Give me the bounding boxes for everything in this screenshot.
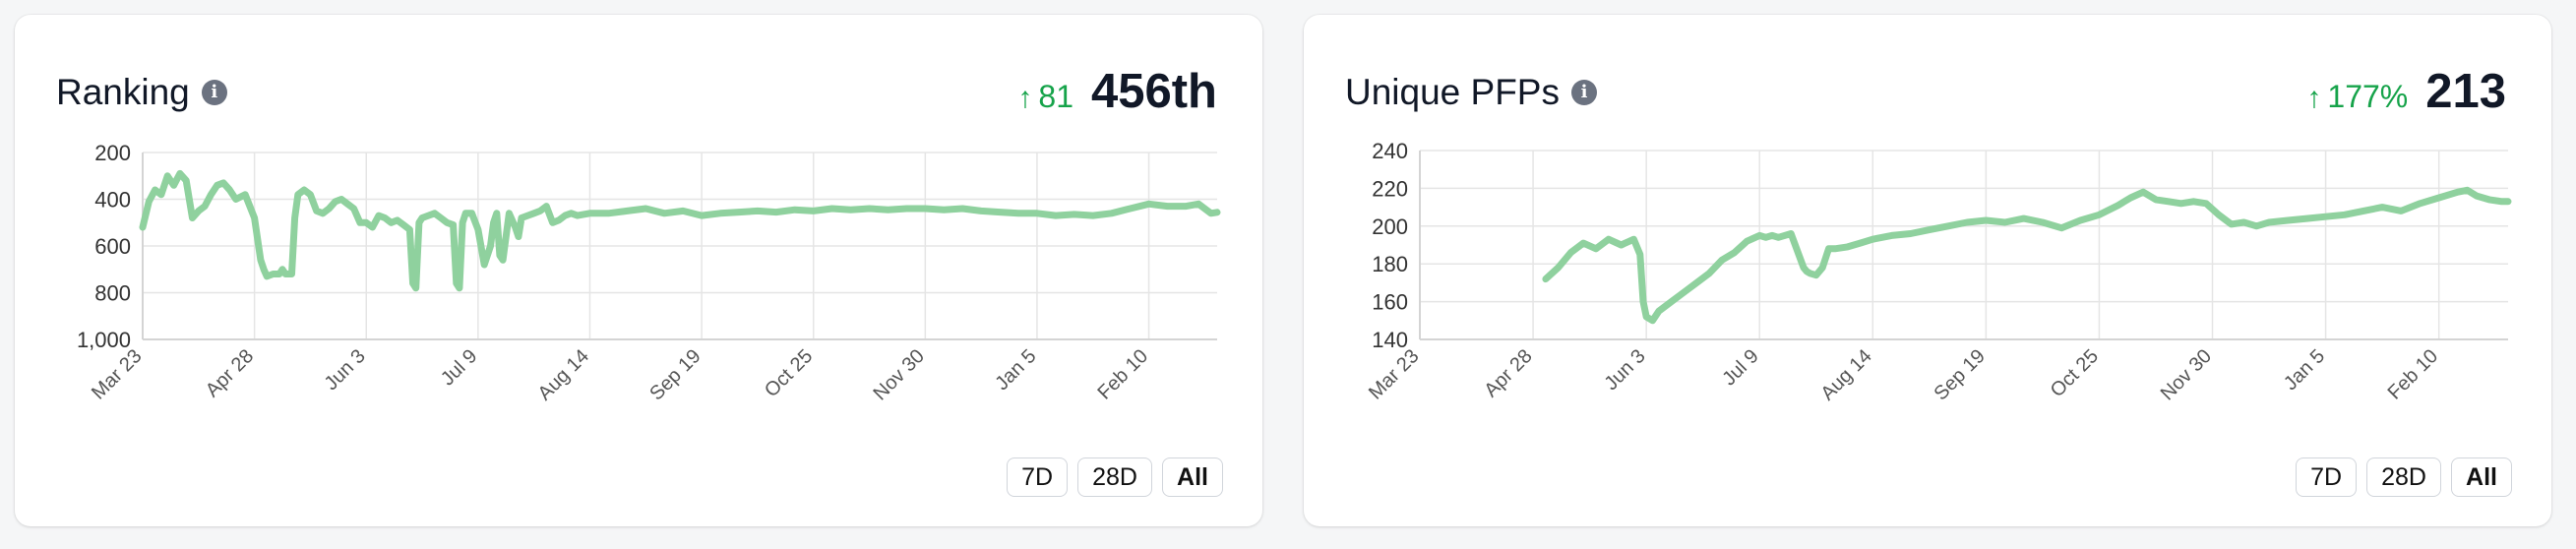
- range-button-group: 7D 28D All: [2296, 458, 2512, 497]
- stat-value: 213: [2425, 65, 2506, 118]
- range-all-button[interactable]: All: [1162, 458, 1223, 497]
- stat-summary: ↑ 177% 213: [2306, 64, 2506, 119]
- x-tick-label: Apr 28: [1480, 345, 1536, 401]
- x-tick-label: Mar 23: [1365, 345, 1424, 404]
- stat-summary: ↑ 81 456th: [1017, 64, 1217, 119]
- unique-pfps-chart: 140 160 180 200 220 240 Mar 23 Apr 28 Jun 3 Jul 9…: [1365, 139, 2512, 404]
- y-tick-label: 200: [94, 141, 131, 165]
- x-tick-label: Feb 10: [1094, 345, 1153, 404]
- y-tick-label: 160: [1372, 290, 1408, 315]
- x-tick-label: Aug 14: [1816, 345, 1875, 404]
- range-button-group: 7D 28D All: [1007, 458, 1223, 497]
- y-tick-label: 180: [1372, 252, 1408, 276]
- series-line: [1542, 186, 2512, 325]
- x-tick-label: Jul 9: [1718, 345, 1762, 390]
- x-tick-label: Jan 5: [2280, 345, 2329, 395]
- change-indicator: ↑ 81: [1017, 79, 1073, 115]
- x-tick-label: Nov 30: [869, 345, 928, 404]
- x-tick-label: Aug 14: [534, 345, 593, 404]
- arrow-up-icon: ↑: [2306, 82, 2322, 114]
- change-value: 81: [1038, 79, 1073, 114]
- x-tick-label: Mar 23: [88, 345, 147, 404]
- info-icon[interactable]: i: [201, 80, 227, 105]
- range-7d-button[interactable]: 7D: [1007, 458, 1069, 497]
- range-28d-button[interactable]: 28D: [2366, 458, 2441, 497]
- y-tick-label: 400: [94, 188, 131, 213]
- x-tick-label: Jun 3: [321, 345, 370, 395]
- y-tick-label: 800: [94, 281, 131, 306]
- range-28d-button[interactable]: 28D: [1077, 458, 1152, 497]
- y-tick-label: 240: [1372, 139, 1408, 163]
- x-tick-label: Oct 25: [2047, 345, 2103, 401]
- arrow-up-icon: ↑: [1017, 82, 1033, 114]
- range-7d-button[interactable]: 7D: [2296, 458, 2358, 497]
- y-tick-label: 200: [1372, 214, 1408, 239]
- x-tick-label: Oct 25: [761, 345, 817, 401]
- series-line: [139, 169, 1221, 292]
- x-tick-label: Jan 5: [991, 345, 1040, 395]
- unique-pfps-card: Unique PFPs i ↑ 177% 213 140 160 180 200 220…: [1304, 15, 2551, 526]
- y-tick-label: 220: [1372, 176, 1408, 201]
- change-value: 177%: [2327, 79, 2409, 114]
- x-tick-label: Sep 19: [1931, 345, 1990, 404]
- change-indicator: ↑ 177%: [2306, 79, 2408, 115]
- card-title-text: Unique PFPs: [1345, 72, 1560, 112]
- x-tick-label: Feb 10: [2384, 345, 2443, 404]
- card-title-text: Ranking: [56, 72, 190, 112]
- y-tick-label: 140: [1372, 328, 1408, 352]
- x-tick-label: Sep 19: [645, 345, 705, 404]
- x-tick-label: Nov 30: [2157, 345, 2216, 404]
- stat-value: 456th: [1090, 65, 1217, 118]
- card-title: Ranking i: [56, 72, 227, 113]
- y-tick-label: 600: [94, 234, 131, 259]
- x-tick-label: Apr 28: [202, 345, 258, 401]
- card-title: Unique PFPs i: [1345, 72, 1597, 113]
- range-all-button[interactable]: All: [2451, 458, 2512, 497]
- info-icon[interactable]: i: [1571, 80, 1597, 105]
- ranking-card: Ranking i ↑ 81 456th 200 400 600 800 1,000 Ma…: [15, 15, 1262, 526]
- x-tick-label: Jun 3: [1601, 345, 1650, 395]
- y-tick-label: 1,000: [77, 328, 131, 352]
- x-tick-label: Jul 9: [437, 345, 481, 390]
